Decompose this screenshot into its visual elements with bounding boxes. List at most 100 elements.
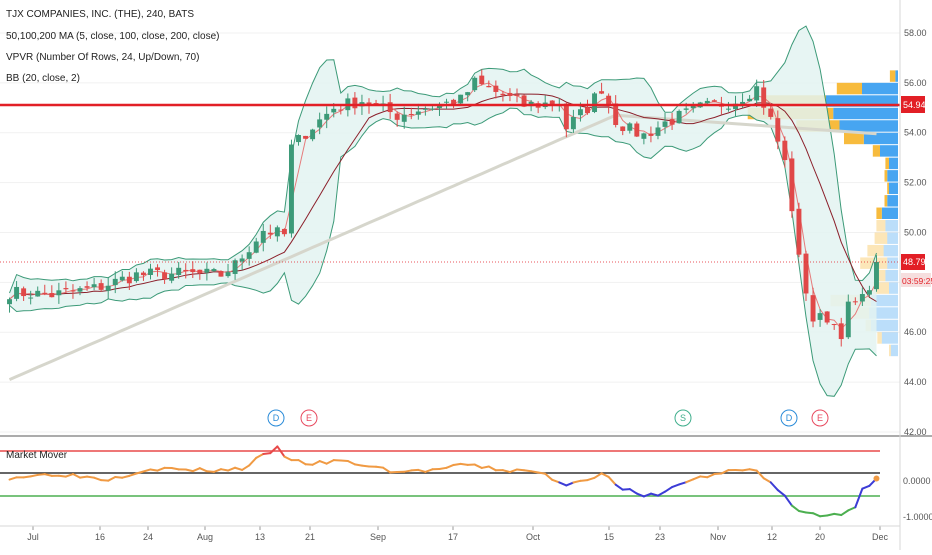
candle-body[interactable] — [423, 109, 428, 110]
candle-body[interactable] — [620, 126, 625, 131]
legend-vpvr[interactable]: VPVR (Number Of Rows, 24, Up/Down, 70) — [6, 52, 199, 63]
candle-body[interactable] — [472, 78, 477, 90]
candle-body[interactable] — [388, 102, 393, 112]
candle-body[interactable] — [874, 262, 879, 289]
event-marker-s[interactable]: S — [675, 410, 691, 426]
candle-body[interactable] — [712, 100, 717, 101]
event-marker-e[interactable]: E — [301, 410, 317, 426]
candle-body[interactable] — [113, 279, 118, 285]
candle-body[interactable] — [670, 119, 675, 125]
candle-body[interactable] — [409, 114, 414, 115]
candle-body[interactable] — [754, 86, 759, 100]
candle-body[interactable] — [416, 111, 421, 114]
candle-body[interactable] — [120, 277, 125, 281]
candle-body[interactable] — [479, 76, 484, 84]
candle-body[interactable] — [444, 102, 449, 103]
candle-body[interactable] — [317, 119, 322, 127]
candle-body[interactable] — [656, 127, 661, 135]
candle-body[interactable] — [247, 252, 252, 259]
candle-body[interactable] — [747, 99, 752, 101]
candle-body[interactable] — [867, 290, 872, 294]
event-marker-e[interactable]: E — [812, 410, 828, 426]
candle-body[interactable] — [726, 109, 731, 110]
candle-body[interactable] — [240, 258, 245, 261]
candle-body[interactable] — [705, 101, 710, 103]
candle-body[interactable] — [141, 273, 146, 275]
candle-body[interactable] — [204, 269, 209, 273]
candle-body[interactable] — [500, 94, 505, 95]
candle-body[interactable] — [261, 231, 266, 243]
candle-body[interactable] — [832, 324, 837, 325]
candle-body[interactable] — [853, 301, 858, 302]
candle-body[interactable] — [28, 298, 33, 299]
candle-body[interactable] — [303, 136, 308, 139]
candle-body[interactable] — [219, 271, 224, 277]
candle-body[interactable] — [148, 269, 153, 275]
candle-body[interactable] — [395, 114, 400, 120]
candle-body[interactable] — [233, 260, 238, 274]
candle-body[interactable] — [155, 267, 160, 270]
candle-body[interactable] — [465, 92, 470, 95]
legend-title[interactable]: TJX COMPANIES, INC. (THE), 240, BATS — [6, 9, 194, 20]
candle-body[interactable] — [768, 109, 773, 117]
candle-body[interactable] — [85, 286, 90, 288]
candle-body[interactable] — [789, 158, 794, 211]
candle-body[interactable] — [14, 287, 19, 299]
candle-body[interactable] — [70, 291, 75, 292]
candle-body[interactable] — [775, 118, 780, 141]
candle-body[interactable] — [254, 241, 259, 252]
candle-body[interactable] — [49, 293, 54, 297]
candle-body[interactable] — [169, 274, 174, 281]
candle-body[interactable] — [564, 104, 569, 130]
candle-body[interactable] — [7, 299, 12, 304]
candle-body[interactable] — [268, 233, 273, 235]
candle-body[interactable] — [486, 86, 491, 87]
candle-body[interactable] — [296, 135, 301, 142]
candle-body[interactable] — [282, 229, 287, 234]
candle-body[interactable] — [804, 254, 809, 294]
candle-body[interactable] — [183, 270, 188, 271]
candle-body[interactable] — [56, 290, 61, 295]
candle-body[interactable] — [627, 123, 632, 130]
candle-body[interactable] — [571, 117, 576, 129]
candle-body[interactable] — [35, 291, 40, 297]
candle-body[interactable] — [42, 293, 47, 294]
legend-market-mover[interactable]: Market Mover — [6, 450, 67, 461]
candle-body[interactable] — [839, 323, 844, 339]
candle-body[interactable] — [811, 295, 816, 321]
candle-body[interactable] — [599, 91, 604, 93]
candle-body[interactable] — [289, 145, 294, 234]
candle-body[interactable] — [796, 209, 801, 255]
candle-body[interactable] — [338, 110, 343, 111]
candle-body[interactable] — [197, 270, 202, 273]
candle-body[interactable] — [63, 288, 68, 289]
candle-body[interactable] — [458, 95, 463, 104]
candle-body[interactable] — [176, 268, 181, 275]
candle-body[interactable] — [860, 294, 865, 301]
candle-body[interactable] — [127, 277, 132, 284]
candle-body[interactable] — [275, 227, 280, 236]
candle-body[interactable] — [331, 109, 336, 113]
candle-body[interactable] — [78, 288, 83, 291]
candle-body[interactable] — [613, 103, 618, 125]
candle-body[interactable] — [677, 111, 682, 123]
candle-body[interactable] — [211, 269, 216, 271]
candle-body[interactable] — [507, 93, 512, 96]
candle-body[interactable] — [846, 302, 851, 338]
candle-body[interactable] — [324, 114, 329, 120]
candle-body[interactable] — [515, 95, 520, 96]
candle-body[interactable] — [310, 130, 315, 140]
legend-bb[interactable]: BB (20, close, 2) — [6, 73, 80, 84]
candle-body[interactable] — [634, 124, 639, 137]
candle-body[interactable] — [162, 272, 167, 279]
candle-body[interactable] — [648, 134, 653, 136]
candle-body[interactable] — [825, 311, 830, 322]
candle-body[interactable] — [818, 313, 823, 320]
candle-body[interactable] — [782, 141, 787, 160]
candle-body[interactable] — [578, 109, 583, 115]
candle-body[interactable] — [684, 108, 689, 109]
candle-body[interactable] — [99, 283, 104, 290]
candle-body[interactable] — [641, 133, 646, 138]
